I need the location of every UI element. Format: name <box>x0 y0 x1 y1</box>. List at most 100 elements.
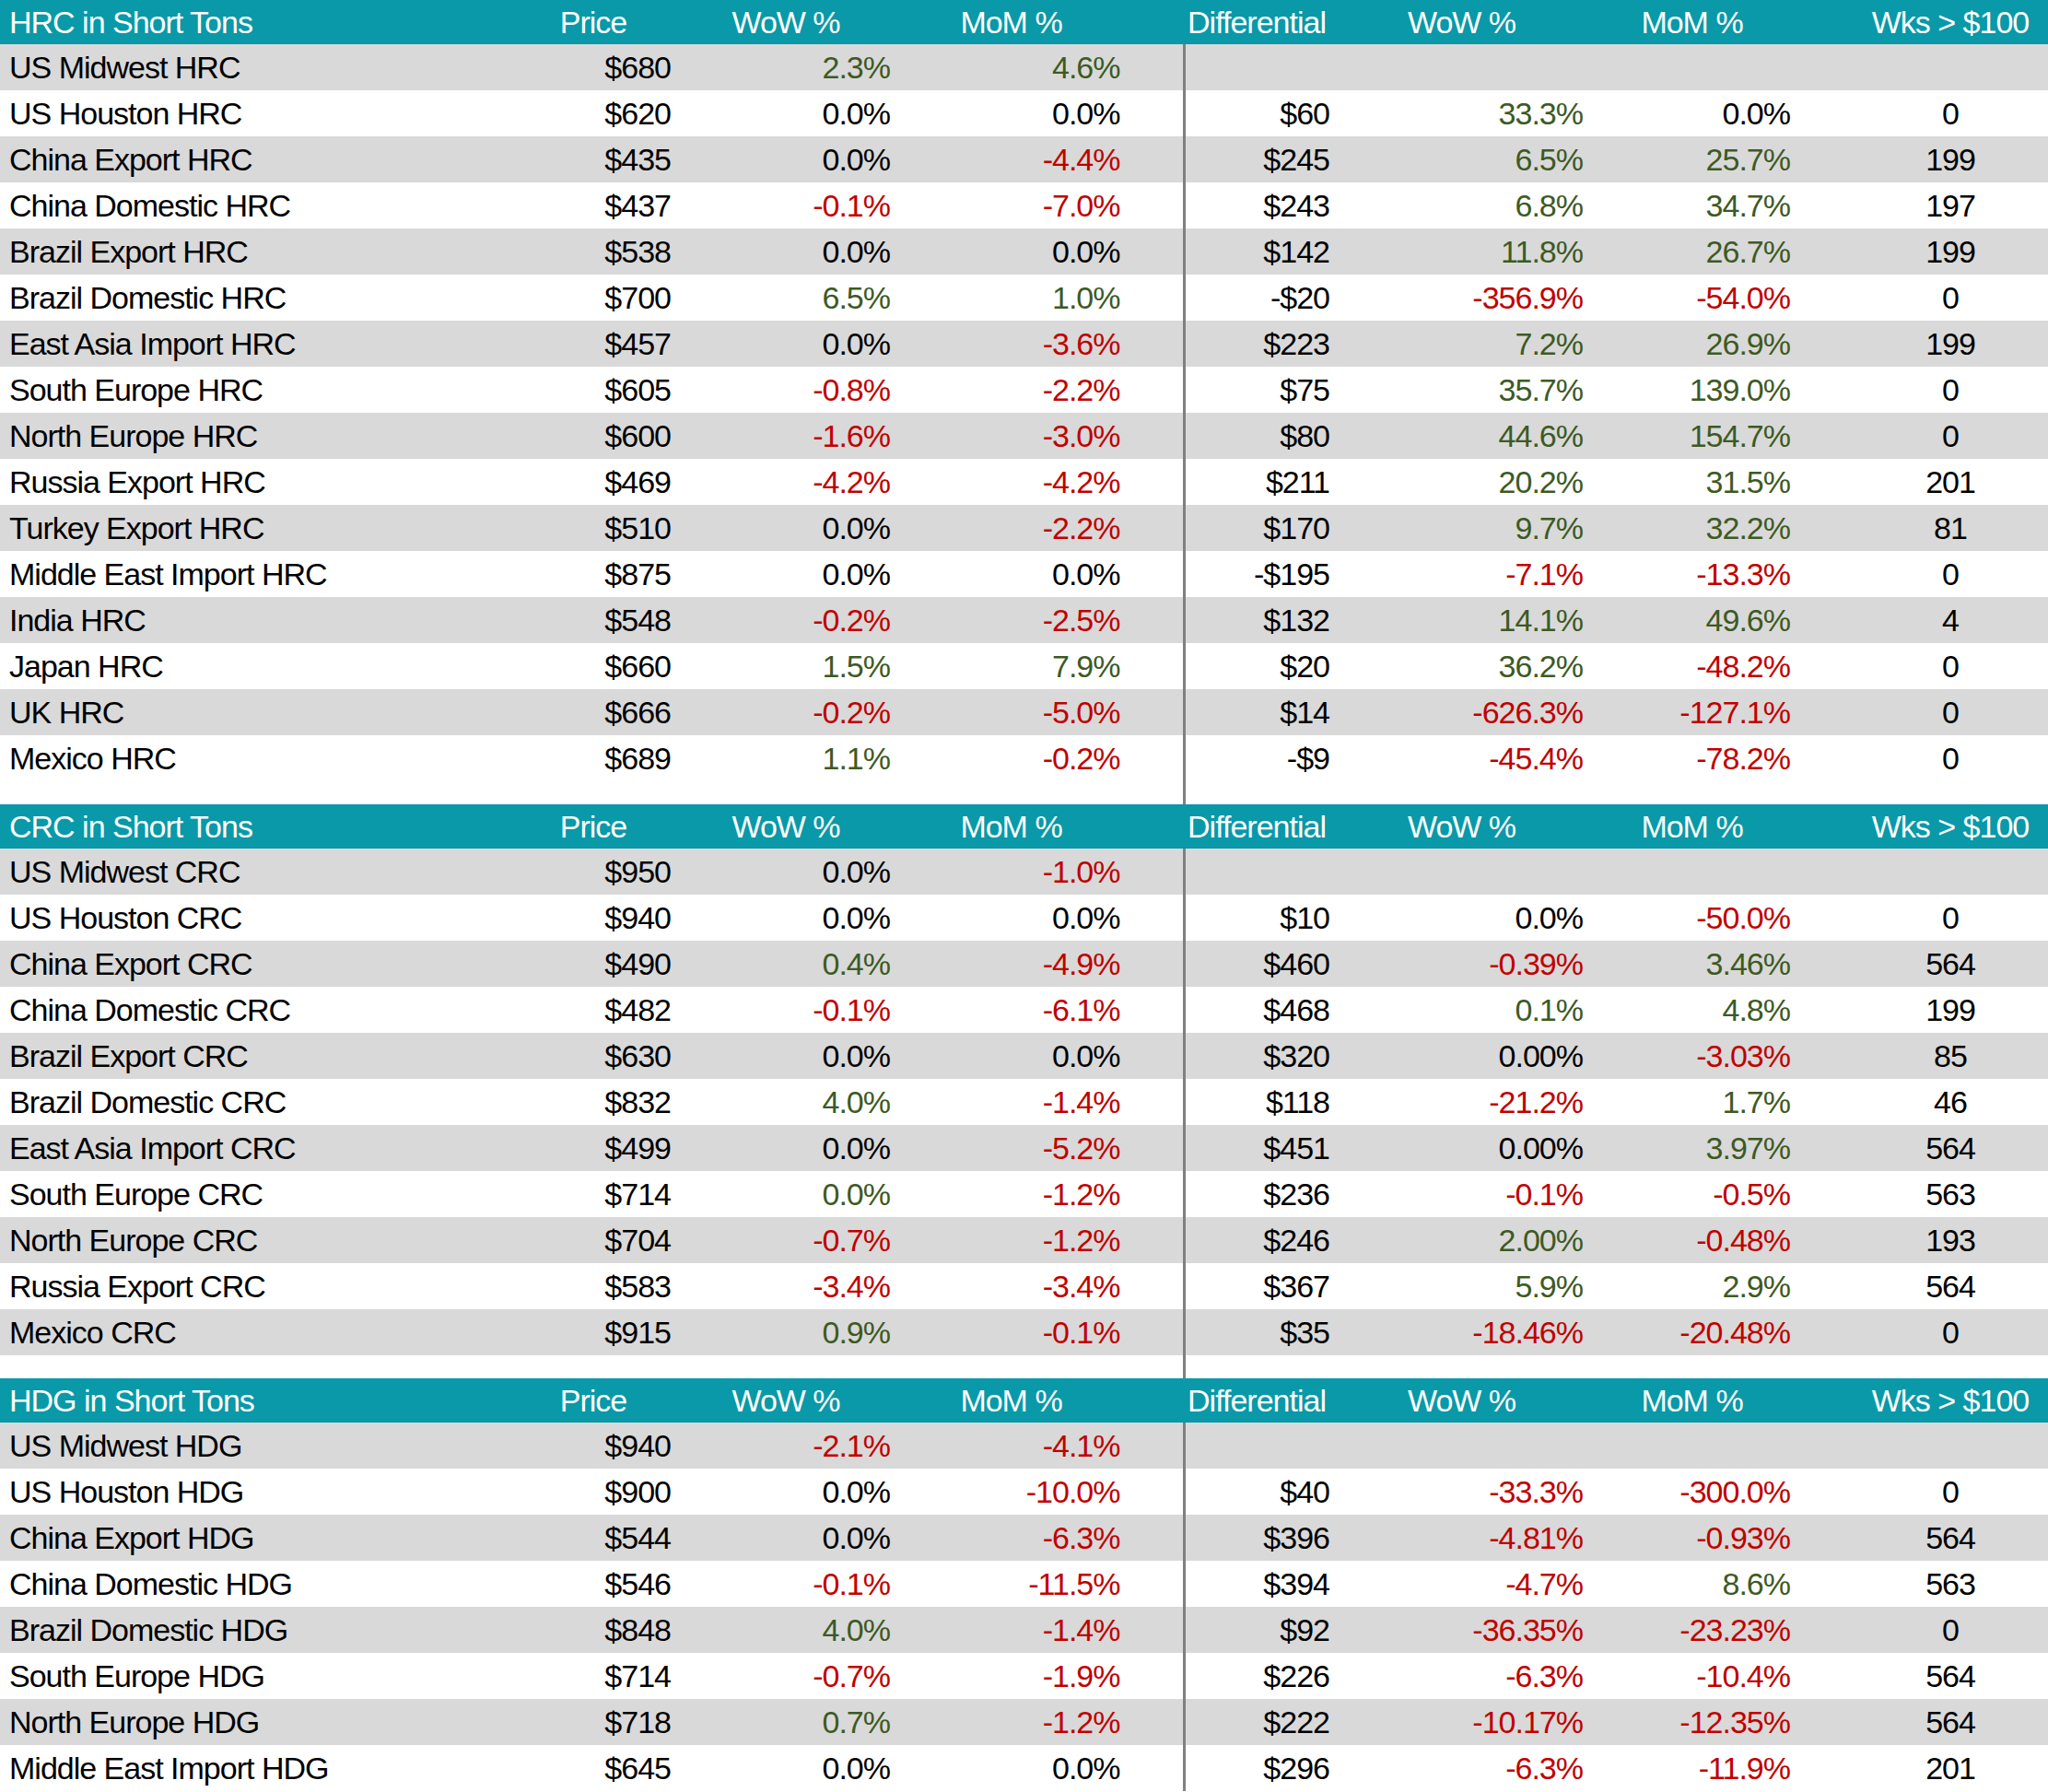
value-cell: -0.8% <box>682 367 901 413</box>
table-row: US Houston CRC$9400.0%0.0%$100.0%-50.0%0 <box>0 895 2048 941</box>
value-cell: -3.4% <box>682 1263 901 1309</box>
value-cell: 564 <box>1801 941 2048 987</box>
value-cell: $583 <box>516 1263 682 1309</box>
value-cell: 0 <box>1801 90 2048 136</box>
value-cell: $469 <box>516 459 682 505</box>
value-cell: 0 <box>1801 1309 2048 1355</box>
value-cell: 0.0% <box>682 1171 901 1217</box>
value-cell: -0.93% <box>1594 1515 1801 1561</box>
value-cell: -1.2% <box>901 1217 1184 1263</box>
table-row: Turkey Export HRC$5100.0%-2.2%$1709.7%32… <box>0 505 2048 551</box>
value-cell: -0.1% <box>901 1309 1184 1355</box>
value-cell: -0.1% <box>682 182 901 228</box>
value-cell: 49.6% <box>1594 597 1801 643</box>
value-cell: $460 <box>1184 941 1340 987</box>
section-header-row: CRC in Short TonsPriceWoW %MoM %Differen… <box>0 804 2048 849</box>
column-header: MoM % <box>901 0 1184 44</box>
column-header: WoW % <box>682 0 901 44</box>
value-cell: 9.7% <box>1340 505 1594 551</box>
value-cell: 0.0% <box>682 849 901 895</box>
value-cell: $367 <box>1184 1263 1340 1309</box>
value-cell: 4.8% <box>1594 987 1801 1033</box>
row-label: US Houston CRC <box>0 895 516 941</box>
value-cell: $142 <box>1184 228 1340 275</box>
value-cell: $296 <box>1184 1745 1340 1791</box>
row-label: UK HRC <box>0 689 516 735</box>
value-cell <box>1340 1423 1594 1469</box>
column-header: Wks > $100 <box>1801 0 2048 44</box>
value-cell: -1.2% <box>901 1699 1184 1745</box>
value-cell: 0 <box>1801 275 2048 321</box>
value-cell: -0.5% <box>1594 1171 1801 1217</box>
value-cell: -10.0% <box>901 1469 1184 1515</box>
column-header: Differential <box>1184 0 1340 44</box>
column-header: WoW % <box>682 1378 901 1423</box>
value-cell: $35 <box>1184 1309 1340 1355</box>
value-cell <box>1594 1423 1801 1469</box>
value-cell: $704 <box>516 1217 682 1263</box>
value-cell: 201 <box>1801 459 2048 505</box>
table-row: China Domestic CRC$482-0.1%-6.1%$4680.1%… <box>0 987 2048 1033</box>
value-cell: -$9 <box>1184 735 1340 781</box>
row-label: South Europe HDG <box>0 1653 516 1699</box>
value-cell: 564 <box>1801 1515 2048 1561</box>
row-label: US Midwest HRC <box>0 44 516 90</box>
row-label: Brazil Export HRC <box>0 228 516 275</box>
column-header: MoM % <box>1594 804 1801 849</box>
value-cell: -2.2% <box>901 505 1184 551</box>
value-cell: -6.1% <box>901 987 1184 1033</box>
value-cell: $396 <box>1184 1515 1340 1561</box>
value-cell: 0.0% <box>682 505 901 551</box>
value-cell: 0.0% <box>682 1125 901 1171</box>
value-cell: $246 <box>1184 1217 1340 1263</box>
table-row: China Export HDG$5440.0%-6.3%$396-4.81%-… <box>0 1515 2048 1561</box>
value-cell: $457 <box>516 321 682 367</box>
row-label: Russia Export HRC <box>0 459 516 505</box>
value-cell: $437 <box>516 182 682 228</box>
row-label: North Europe HDG <box>0 1699 516 1745</box>
value-cell: 0.0% <box>682 321 901 367</box>
value-cell: -23.23% <box>1594 1607 1801 1653</box>
value-cell: -10.4% <box>1594 1653 1801 1699</box>
value-cell: -0.2% <box>682 597 901 643</box>
value-cell: 0.7% <box>682 1699 901 1745</box>
table-row: US Houston HDG$9000.0%-10.0%$40-33.3%-30… <box>0 1469 2048 1515</box>
value-cell: -0.7% <box>682 1217 901 1263</box>
row-label: Middle East Import HRC <box>0 551 516 597</box>
value-cell: -626.3% <box>1340 689 1594 735</box>
value-cell: -1.6% <box>682 413 901 459</box>
table-row: North Europe CRC$704-0.7%-1.2%$2462.00%-… <box>0 1217 2048 1263</box>
row-label: Mexico HRC <box>0 735 516 781</box>
value-cell: $548 <box>516 597 682 643</box>
value-cell: 7.9% <box>901 643 1184 689</box>
value-cell <box>1594 849 1801 895</box>
value-cell: 26.7% <box>1594 228 1801 275</box>
gap-cell <box>901 781 1184 804</box>
table-row: Middle East Import HDG$6450.0%0.0%$296-6… <box>0 1745 2048 1791</box>
value-cell: $630 <box>516 1033 682 1079</box>
value-cell: 0.0% <box>682 1469 901 1515</box>
gap-cell <box>0 781 516 804</box>
value-cell: -78.2% <box>1594 735 1801 781</box>
row-label: China Domestic HRC <box>0 182 516 228</box>
gap-cell <box>0 1355 516 1378</box>
row-label: China Export HDG <box>0 1515 516 1561</box>
value-cell: $660 <box>516 643 682 689</box>
value-cell: -6.3% <box>901 1515 1184 1561</box>
value-cell: $620 <box>516 90 682 136</box>
value-cell: -300.0% <box>1594 1469 1801 1515</box>
value-cell: 199 <box>1801 321 2048 367</box>
value-cell: 46 <box>1801 1079 2048 1125</box>
value-cell: 201 <box>1801 1745 2048 1791</box>
value-cell: 0.9% <box>682 1309 901 1355</box>
value-cell: $80 <box>1184 413 1340 459</box>
value-cell: $714 <box>516 1653 682 1699</box>
value-cell: 0 <box>1801 895 2048 941</box>
gap-cell <box>1801 781 2048 804</box>
value-cell: 6.5% <box>1340 136 1594 182</box>
value-cell: 0 <box>1801 551 2048 597</box>
row-label: Russia Export CRC <box>0 1263 516 1309</box>
value-cell: -3.6% <box>901 321 1184 367</box>
value-cell: $832 <box>516 1079 682 1125</box>
value-cell: 0.0% <box>901 90 1184 136</box>
